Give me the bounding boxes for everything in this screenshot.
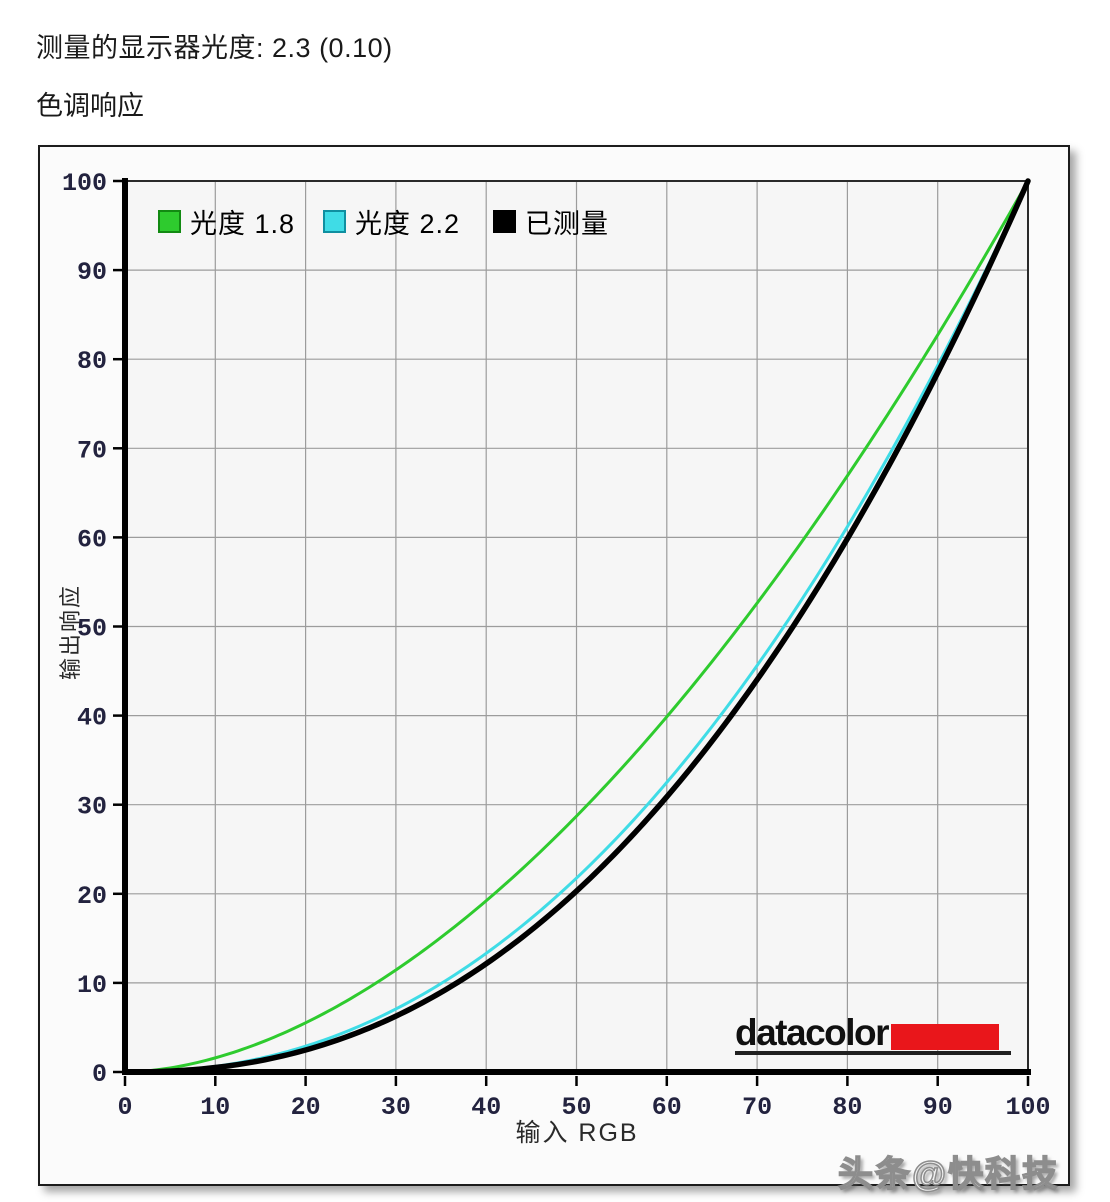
x-tick-label: 0 — [117, 1093, 132, 1122]
y-tick-label: 50 — [77, 615, 107, 644]
section-title: 色调响应 — [36, 91, 144, 121]
y-tick-label: 0 — [92, 1060, 107, 1089]
y-tick-label: 10 — [77, 971, 107, 1000]
x-tick-label: 30 — [381, 1093, 411, 1122]
legend-item-measured: 已测量 — [493, 202, 609, 241]
tone-response-chart-panel: 0 10 20 30 40 50 60 70 80 90 100 0 10 20 30 40 50 60 70 80 9… — [38, 145, 1070, 1186]
measured-gamma-label: 测量的显示器光度: — [36, 33, 265, 63]
watermark: 头条@快科技 — [837, 1154, 1060, 1195]
measured-gamma-value: 2.3 (0.10) — [272, 33, 393, 63]
y-axis-label: 输出响应 — [58, 584, 83, 681]
x-tick-label: 90 — [923, 1093, 953, 1122]
x-tick-label: 80 — [832, 1093, 862, 1122]
legend-label-gamma-2.2: 光度 2.2 — [355, 209, 461, 239]
legend-item-gamma-1.8: 光度 1.8 — [158, 202, 295, 241]
legend-swatch-gamma-1.8 — [158, 210, 181, 233]
y-tick-label: 100 — [62, 169, 107, 198]
legend-label-gamma-1.8: 光度 1.8 — [190, 209, 296, 239]
x-tick-label: 50 — [561, 1093, 591, 1122]
curve-gamma-2.2 — [123, 179, 1030, 1074]
y-tick-label: 60 — [77, 525, 107, 554]
legend-swatch-measured — [493, 210, 516, 233]
x-tick-label: 20 — [291, 1093, 321, 1122]
x-tick-label: 40 — [471, 1093, 501, 1122]
x-tick-label: 10 — [200, 1093, 230, 1122]
curve-measured — [122, 178, 1031, 1075]
y-tick-label: 30 — [77, 793, 107, 822]
tone-response-chart: 0 10 20 30 40 50 60 70 80 90 100 0 10 20 30 40 50 60 70 80 9… — [62, 169, 1051, 1122]
y-tick-label: 90 — [77, 258, 107, 287]
x-axis-label: 输入 RGB — [515, 1119, 639, 1147]
x-tick-label: 60 — [652, 1093, 682, 1122]
curve-gamma-1.8 — [123, 179, 1030, 1074]
datacolor-logo-text: datacolor — [735, 1011, 890, 1053]
x-tick-label: 100 — [1005, 1093, 1050, 1122]
datacolor-logo: datacolor — [735, 1013, 1011, 1055]
y-tick-label: 70 — [77, 436, 107, 465]
y-tick-label: 20 — [77, 882, 107, 911]
y-tick-label: 40 — [77, 704, 107, 733]
legend-swatch-gamma-2.2 — [323, 210, 346, 233]
measured-gamma-line: 测量的显示器光度: 2.3 (0.10) — [36, 26, 393, 65]
legend-label-measured: 已测量 — [525, 209, 609, 239]
legend-item-gamma-2.2: 光度 2.2 — [323, 202, 460, 241]
y-tick-label: 80 — [77, 347, 107, 376]
datacolor-logo-red-bar — [891, 1024, 1000, 1050]
x-tick-label: 70 — [742, 1093, 772, 1122]
